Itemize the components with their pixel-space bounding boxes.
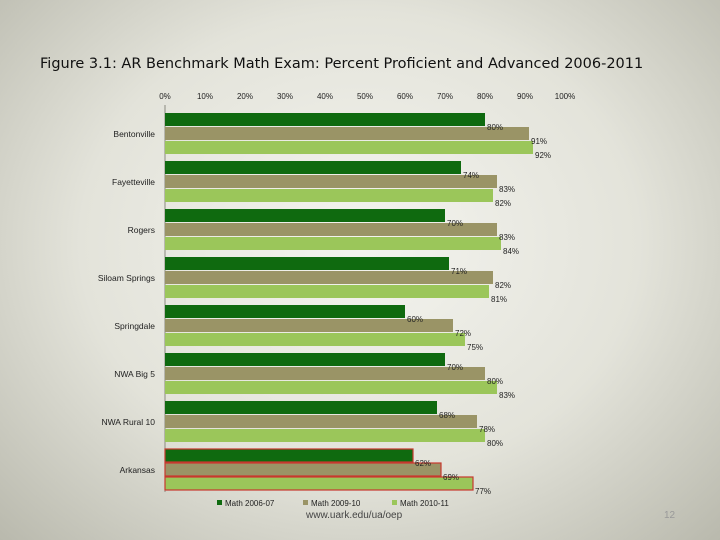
bar — [165, 141, 533, 154]
bar — [165, 237, 501, 250]
data-label: 69% — [443, 473, 459, 482]
data-label: 80% — [487, 377, 503, 386]
legend-label: Math 2009-10 — [311, 499, 361, 508]
data-label: 68% — [439, 411, 455, 420]
data-label: 83% — [499, 185, 515, 194]
legend: Math 2006-07 Math 2009-10 Math 2010-11 — [217, 499, 449, 508]
category-label: Springdale — [114, 321, 155, 331]
category-label: Siloam Springs — [98, 273, 155, 283]
x-tick-label: 20% — [237, 92, 253, 101]
bar — [165, 113, 485, 126]
category-label: NWA Big 5 — [114, 369, 155, 379]
footer-url: www.uark.edu/ua/oep — [306, 510, 403, 521]
legend-label: Math 2010-11 — [400, 499, 449, 508]
data-label: 83% — [499, 233, 515, 242]
x-tick-label: 60% — [397, 92, 413, 101]
x-tick-label: 80% — [477, 92, 493, 101]
legend-label: Math 2006-07 — [225, 499, 275, 508]
bar — [165, 161, 461, 174]
data-label: 62% — [415, 459, 431, 468]
data-label: 74% — [463, 171, 479, 180]
bar — [165, 367, 485, 380]
data-label: 92% — [535, 151, 551, 160]
category-label: Fayetteville — [112, 177, 155, 187]
category-label: Rogers — [128, 225, 155, 235]
x-tick-label: 70% — [437, 92, 453, 101]
data-label: 80% — [487, 439, 503, 448]
data-label: 78% — [479, 425, 495, 434]
category-label: Bentonville — [113, 129, 155, 139]
x-tick-label: 100% — [555, 92, 575, 101]
bar — [165, 401, 437, 414]
bar — [165, 257, 449, 270]
bar — [164, 462, 442, 477]
bar — [165, 285, 489, 298]
data-label: 75% — [467, 343, 483, 352]
bar — [165, 429, 485, 442]
data-label: 77% — [475, 487, 491, 496]
legend-swatch — [303, 500, 308, 505]
legend-swatch — [392, 500, 397, 505]
data-labels: 80% 91% 92% 74% 83% 82% 70% 83% 84% 71% 82% 81% 60% 7… — [407, 123, 551, 496]
bar — [165, 271, 493, 284]
bar — [165, 223, 497, 236]
data-label: 70% — [447, 363, 463, 372]
bar — [164, 448, 414, 463]
data-label: 82% — [495, 281, 511, 290]
x-tick-label: 40% — [317, 92, 333, 101]
category-label: Arkansas — [120, 465, 155, 475]
x-tick-label: 10% — [197, 92, 213, 101]
data-label: 80% — [487, 123, 503, 132]
bar-series — [164, 113, 533, 491]
x-tick-label: 50% — [357, 92, 373, 101]
x-tick-label: 0% — [159, 92, 171, 101]
bar — [165, 189, 493, 202]
data-label: 83% — [499, 391, 515, 400]
bar — [165, 415, 477, 428]
legend-swatch — [217, 500, 222, 505]
data-label: 71% — [451, 267, 467, 276]
chart-title: Figure 3.1: AR Benchmark Math Exam: Perc… — [40, 56, 644, 72]
bar — [165, 319, 453, 332]
bar — [164, 476, 474, 491]
bar — [165, 381, 497, 394]
data-label: 70% — [447, 219, 463, 228]
bar — [165, 333, 465, 346]
bar — [165, 305, 405, 318]
data-label: 60% — [407, 315, 423, 324]
data-label: 81% — [491, 295, 507, 304]
bar — [165, 127, 529, 140]
slide-number: 12 — [664, 510, 676, 521]
data-label: 84% — [503, 247, 519, 256]
bar — [165, 353, 445, 366]
data-label: 91% — [531, 137, 547, 146]
x-tick-label: 90% — [517, 92, 533, 101]
bar — [165, 209, 445, 222]
category-label: NWA Rural 10 — [101, 417, 155, 427]
bar — [165, 175, 497, 188]
data-label: 82% — [495, 199, 511, 208]
x-tick-label: 30% — [277, 92, 293, 101]
data-label: 72% — [455, 329, 471, 338]
